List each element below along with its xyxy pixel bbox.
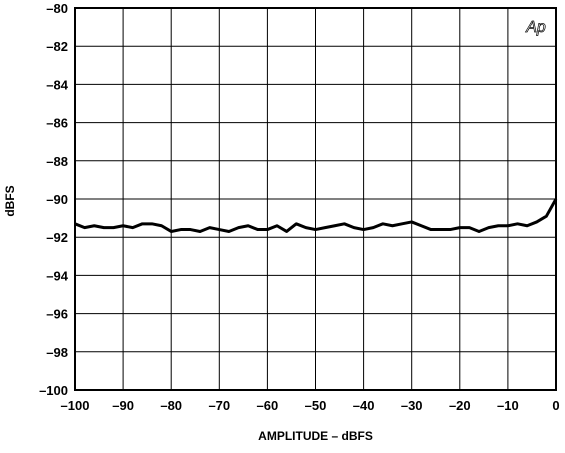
data-point (401, 223, 403, 225)
data-point (228, 230, 230, 233)
x-tick-label: –90 (112, 398, 134, 413)
data-point (372, 227, 374, 229)
data-point (189, 228, 192, 231)
y-axis-title: dBFS (3, 185, 17, 216)
data-point (247, 225, 249, 227)
series-layer (74, 198, 558, 233)
data-point (141, 223, 143, 225)
data-point (160, 225, 163, 227)
x-axis-title: AMPLITUDE – dBFS (258, 429, 373, 443)
data-point (516, 223, 519, 225)
data-point (420, 225, 422, 227)
y-tick-label: –96 (46, 307, 68, 322)
y-tick-label: –82 (46, 39, 68, 54)
data-point (122, 225, 124, 227)
data-point (84, 227, 86, 229)
y-tick-label: –98 (46, 345, 68, 360)
x-tick-label: 0 (552, 398, 559, 413)
y-tick-label: –80 (46, 1, 68, 16)
data-point (382, 223, 384, 225)
data-point (151, 223, 153, 225)
data-point (545, 215, 547, 217)
data-point (526, 225, 528, 227)
data-point (103, 227, 105, 229)
data-point (468, 227, 471, 229)
y-tick-label: –94 (46, 268, 68, 283)
data-point (93, 225, 95, 227)
data-point (276, 225, 278, 227)
data-point (439, 228, 442, 231)
data-point (459, 227, 461, 229)
plot-frame (74, 7, 557, 391)
data-point (257, 228, 259, 231)
x-tick-label: –20 (449, 398, 471, 413)
data-point (449, 228, 451, 231)
data-point (237, 227, 240, 229)
x-tick-label: –80 (160, 398, 182, 413)
grid (74, 7, 557, 391)
data-point (391, 225, 394, 227)
data-point (363, 228, 365, 231)
data-point (295, 223, 297, 225)
y-tick-label: –88 (46, 154, 68, 169)
data-point (353, 227, 355, 229)
data-point (199, 230, 201, 233)
x-tick-label: –70 (208, 398, 230, 413)
y-tick-label: –90 (46, 192, 68, 207)
ap-logo: Ap (525, 19, 546, 36)
data-point (266, 228, 268, 231)
data-point (305, 227, 307, 229)
x-tick-label: –100 (61, 398, 90, 413)
data-point (536, 221, 538, 223)
data-point (478, 230, 480, 233)
data-point (112, 227, 115, 229)
x-tick-label: –10 (497, 398, 519, 413)
x-tick-label: –30 (401, 398, 423, 413)
data-point (343, 223, 345, 225)
data-point (132, 227, 134, 229)
y-tick-label: –92 (46, 230, 68, 245)
data-point (411, 221, 413, 223)
data-point (497, 225, 499, 227)
data-point (286, 230, 288, 233)
data-point (314, 228, 317, 231)
y-tick-labels: –80 –82 –84 –86 –88 –90 –92 –94 –96 –98 –100 (39, 1, 69, 398)
y-tick-label: –86 (46, 116, 68, 131)
data-point (209, 227, 211, 229)
data-point (180, 228, 182, 231)
data-point (324, 227, 326, 229)
x-tick-label: –60 (257, 398, 279, 413)
x-tick-labels: –100 –90 –80 –70 –60 –50 –40 –30 –20 –10 0 (61, 398, 560, 413)
data-point (488, 227, 490, 229)
data-point (218, 228, 220, 231)
data-point (430, 228, 432, 231)
data-point (507, 225, 509, 227)
y-tick-label: –100 (39, 383, 68, 398)
x-tick-label: –50 (305, 398, 327, 413)
data-point (334, 225, 336, 227)
data-point (170, 230, 172, 233)
x-tick-label: –40 (353, 398, 375, 413)
y-tick-label: –84 (46, 77, 68, 92)
